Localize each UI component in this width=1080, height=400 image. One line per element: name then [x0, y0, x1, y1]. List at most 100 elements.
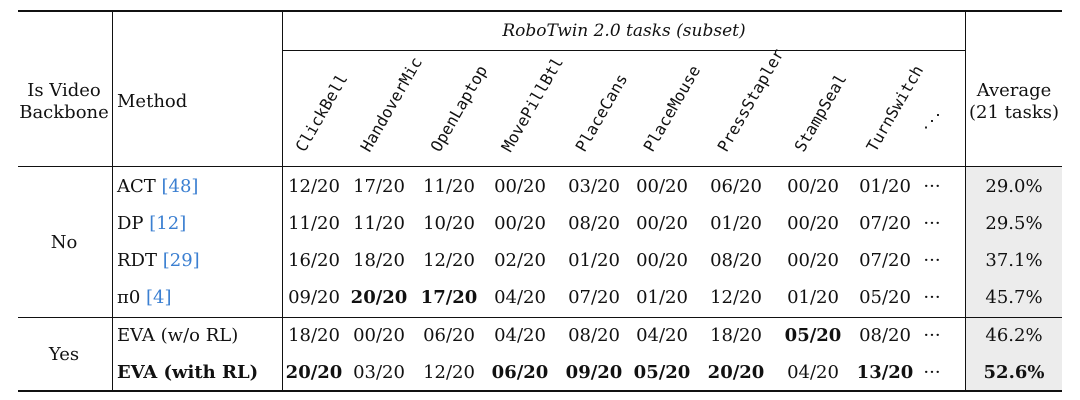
score-cell: 11/20: [353, 213, 405, 234]
method-label: RDT: [117, 250, 163, 271]
results-table: Is Video Backbone Method RoboTwin 2.0 ta…: [18, 10, 1062, 392]
average-column-shade: [966, 166, 1062, 392]
score-cell: 18/20: [288, 325, 340, 346]
top-rule: [18, 10, 1062, 12]
score-cell: 07/20: [859, 213, 911, 234]
method-label: EVA (w/o RL): [117, 325, 239, 346]
score-cell: 11/20: [288, 213, 340, 234]
score-cell: 05/20: [633, 362, 691, 383]
average-header: Average (21 tasks): [968, 80, 1060, 123]
tasks-group-title: RoboTwin 2.0 tasks (subset): [502, 21, 746, 41]
score-cell: 20/20: [350, 287, 408, 308]
more-scores-ellipsis: ···: [923, 176, 941, 197]
subset-rule: [282, 50, 966, 51]
score-cell: 12/20: [423, 250, 475, 271]
score-cell: 01/20: [787, 287, 839, 308]
more-scores-ellipsis: ···: [923, 362, 941, 383]
task-header-turnswitch: TurnSwitch: [862, 62, 928, 156]
score-cell: 06/20: [710, 176, 762, 197]
average-cell: 52.6%: [983, 362, 1045, 383]
score-cell: 04/20: [787, 362, 839, 383]
score-cell: 11/20: [423, 176, 475, 197]
score-cell: 00/20: [636, 176, 688, 197]
method-label: EVA (with RL): [117, 362, 259, 383]
more-scores-ellipsis: ···: [923, 287, 941, 308]
score-cell: 04/20: [494, 325, 546, 346]
score-cell: 00/20: [494, 213, 546, 234]
score-cell: 10/20: [423, 213, 475, 234]
bottom-rule: [18, 390, 1062, 392]
score-cell: 00/20: [787, 250, 839, 271]
score-cell: 09/20: [288, 287, 340, 308]
method-label: ACT: [117, 176, 162, 197]
score-cell: 08/20: [568, 325, 620, 346]
method-name: RDT [29]: [117, 251, 200, 271]
task-header-movepillbtl: MovePillBtl: [497, 53, 567, 155]
score-cell: 12/20: [710, 287, 762, 308]
score-cell: 00/20: [787, 213, 839, 234]
group-label: Yes: [48, 343, 80, 365]
col-divider-2: [282, 10, 283, 392]
score-cell: 16/20: [288, 250, 340, 271]
score-cell: 18/20: [710, 325, 762, 346]
task-header-pressstapler: PressStapler: [713, 45, 788, 155]
average-cell: 46.2%: [985, 325, 1043, 346]
score-cell: 04/20: [494, 287, 546, 308]
col-divider-1: [112, 10, 113, 392]
score-cell: 20/20: [285, 362, 343, 383]
more-tasks-ellipsis: ⋰: [923, 111, 941, 132]
method-name: ACT [48]: [117, 177, 198, 197]
task-header-clickbell: ClickBell: [291, 70, 352, 155]
average-cell: 29.0%: [985, 176, 1043, 197]
score-cell: 20/20: [707, 362, 765, 383]
score-cell: 00/20: [636, 250, 688, 271]
more-scores-ellipsis: ···: [923, 213, 941, 234]
method-label: π0: [117, 287, 147, 308]
score-cell: 07/20: [568, 287, 620, 308]
score-cell: 08/20: [568, 213, 620, 234]
more-scores-ellipsis: ···: [923, 250, 941, 271]
group-label: No: [50, 231, 78, 253]
score-cell: 07/20: [859, 250, 911, 271]
score-cell: 01/20: [710, 213, 762, 234]
method-name: π0 [4]: [117, 288, 172, 308]
is-video-backbone-header: Is Video Backbone: [19, 80, 109, 123]
score-cell: 01/20: [859, 176, 911, 197]
method-header: Method: [117, 91, 188, 112]
score-cell: 08/20: [710, 250, 762, 271]
method-label: DP: [117, 213, 150, 234]
group-rule: [18, 317, 1062, 318]
task-header-placecans: PlaceCans: [571, 70, 632, 155]
more-scores-ellipsis: ···: [923, 325, 941, 346]
score-cell: 05/20: [784, 325, 842, 346]
citation-link[interactable]: [12]: [149, 213, 187, 234]
score-cell: 17/20: [353, 176, 405, 197]
average-cell: 37.1%: [985, 250, 1043, 271]
score-cell: 09/20: [565, 362, 623, 383]
score-cell: 01/20: [568, 250, 620, 271]
score-cell: 13/20: [856, 362, 914, 383]
score-cell: 03/20: [568, 176, 620, 197]
task-header-handovermic: HandoverMic: [356, 53, 426, 155]
citation-link[interactable]: [4]: [146, 287, 172, 308]
citation-link[interactable]: [48]: [161, 176, 199, 197]
score-cell: 06/20: [491, 362, 549, 383]
method-name: EVA (with RL): [117, 363, 258, 383]
score-cell: 03/20: [353, 362, 405, 383]
score-cell: 08/20: [859, 325, 911, 346]
score-cell: 06/20: [423, 325, 475, 346]
task-header-stampseal: StampSeal: [790, 70, 851, 155]
header-rule: [18, 166, 1062, 167]
task-header-placemouse: PlaceMouse: [639, 62, 705, 156]
score-cell: 01/20: [636, 287, 688, 308]
citation-link[interactable]: [29]: [162, 250, 200, 271]
score-cell: 00/20: [636, 213, 688, 234]
score-cell: 05/20: [859, 287, 911, 308]
score-cell: 12/20: [288, 176, 340, 197]
score-cell: 00/20: [787, 176, 839, 197]
score-cell: 00/20: [353, 325, 405, 346]
method-name: DP [12]: [117, 214, 186, 234]
col-divider-3: [965, 10, 966, 392]
score-cell: 18/20: [353, 250, 405, 271]
score-cell: 02/20: [494, 250, 546, 271]
